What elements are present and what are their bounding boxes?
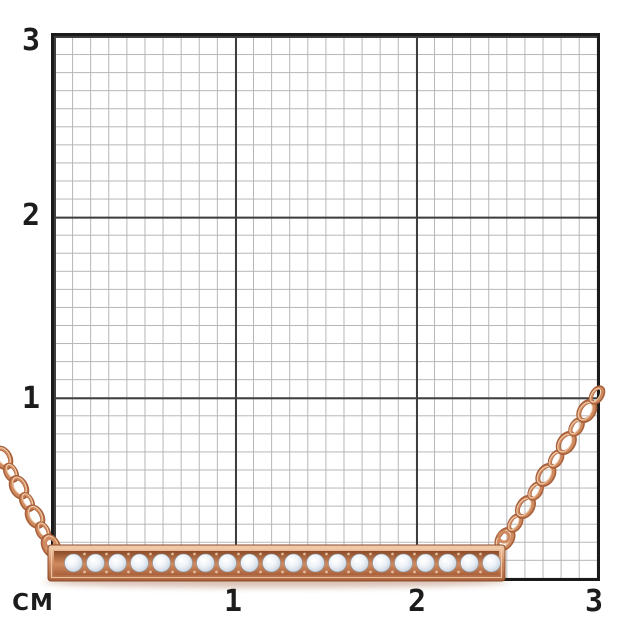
y-axis-label-2: 2 xyxy=(21,198,41,233)
y-axis-label-1: 1 xyxy=(21,381,41,416)
x-axis-label-3: 3 xyxy=(584,584,604,619)
unit-label: CM xyxy=(12,590,54,616)
measurement-grid xyxy=(51,33,600,581)
x-axis-label-2: 2 xyxy=(407,584,427,619)
chain-link xyxy=(2,462,20,483)
chain-link xyxy=(18,492,36,512)
y-axis-label-3: 3 xyxy=(21,23,41,58)
chain-link xyxy=(0,445,14,471)
chain-link xyxy=(24,504,46,529)
x-axis-label-1: 1 xyxy=(223,584,243,619)
chain-link xyxy=(34,521,52,542)
chain-link xyxy=(8,475,30,500)
